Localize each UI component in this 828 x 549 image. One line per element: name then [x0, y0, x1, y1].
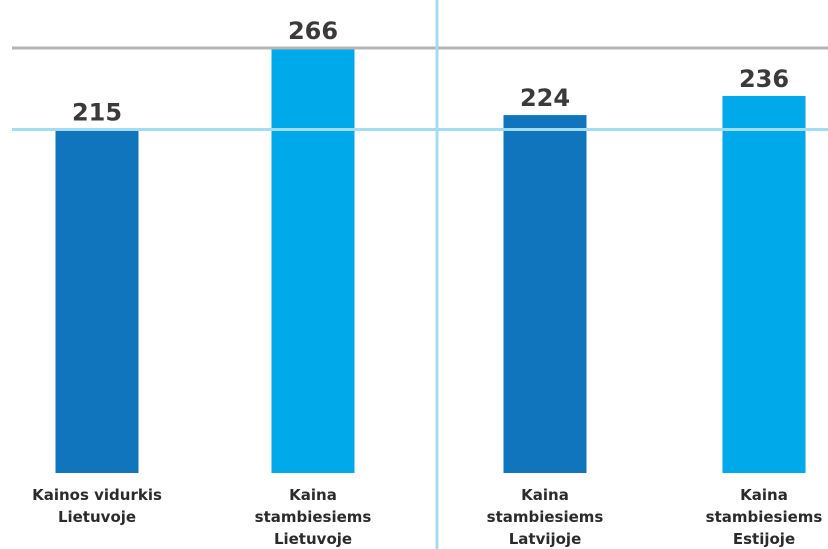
value-label-3: 224: [520, 84, 570, 112]
value-labels: 215 266 224 236: [72, 17, 789, 126]
category-labels: Kainos vidurkis Lietuvoje Kaina stambiesiem…: [32, 486, 822, 548]
category-label-3: Kaina stambiesiems Latvijoje: [487, 486, 604, 548]
bar-4: [722, 95, 806, 474]
bar-1: [55, 129, 139, 473]
reference-lines: [12, 0, 828, 549]
bars: [55, 48, 806, 474]
category-label-1: Kainos vidurkis Lietuvoje: [32, 486, 162, 526]
value-label-2: 266: [288, 17, 338, 45]
value-label-1: 215: [72, 98, 122, 126]
bar-2: [271, 48, 355, 473]
category-label-2: Kaina stambiesiems Lietuvoje: [255, 486, 372, 548]
bar-3: [503, 115, 587, 474]
category-label-4: Kaina stambiesiems Estijoje: [706, 486, 823, 548]
value-label-4: 236: [739, 65, 789, 93]
